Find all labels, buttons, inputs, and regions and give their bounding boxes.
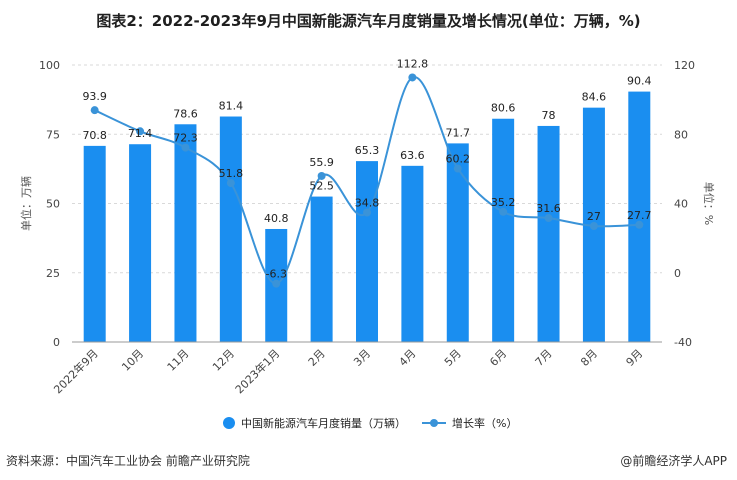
source-note: 资料来源：中国汽车工业协会 前瞻产业研究院	[6, 454, 250, 468]
bar-value-label: 71.4	[128, 127, 153, 140]
x-tick-label: 2023年1月	[232, 346, 282, 396]
bar-value-label: 65.3	[355, 144, 380, 157]
bar-series	[83, 91, 651, 343]
legend-line-dot	[430, 419, 438, 427]
growth-rate-label: 27.7	[627, 209, 652, 222]
x-tick-label: 10月	[119, 347, 146, 374]
growth-rate-point	[317, 171, 326, 180]
bar	[310, 196, 333, 342]
y-right-tick-label: 40	[674, 198, 688, 211]
x-tick-label: 2022年9月	[51, 346, 101, 396]
growth-rate-label: 72.3	[173, 132, 198, 145]
bar-value-label: 78	[542, 109, 556, 122]
growth-rate-label: 112.8	[397, 57, 429, 70]
growth-rate-label: 35.2	[491, 196, 516, 209]
y-right-tick-label: -40	[674, 336, 692, 349]
data-labels: 70.8 71.4 78.6 81.4 40.8 52.5 65.3 63.6 71.7 80.6…	[82, 57, 651, 280]
bar-value-label: 63.6	[400, 149, 425, 162]
growth-rate-point	[408, 73, 417, 82]
bar-value-label: 52.5	[309, 180, 334, 193]
growth-rate-label: 51.8	[219, 167, 244, 180]
x-tick-label: 8月	[578, 347, 600, 369]
bar-value-label: 80.6	[491, 102, 516, 115]
growth-rate-point	[90, 106, 99, 115]
x-tick-label: 12月	[210, 347, 237, 374]
x-tick-label: 3月	[351, 347, 373, 369]
y-left-tick-label: 50	[46, 198, 60, 211]
bar-value-label: 40.8	[264, 212, 289, 225]
x-tick-label: 6月	[487, 347, 509, 369]
bar-value-label: 70.8	[82, 129, 107, 142]
legend: 中国新能源汽车月度销量（万辆） 增长率（%）	[223, 416, 517, 430]
line-series	[90, 73, 644, 288]
y-right-tick-label: 80	[674, 128, 688, 141]
growth-rate-point	[181, 143, 190, 152]
x-tick-label: 9月	[624, 347, 646, 369]
growth-rate-point	[499, 207, 508, 216]
bar	[219, 116, 242, 342]
bar	[83, 145, 106, 342]
growth-rate-label: 27	[587, 210, 601, 223]
bar	[446, 143, 469, 342]
bar	[537, 125, 560, 342]
y-left-tick-label: 100	[39, 59, 60, 72]
growth-rate-point	[544, 214, 553, 223]
growth-rate-point	[453, 164, 462, 173]
y-left-tick-label: 25	[46, 267, 60, 280]
growth-rate-label: 60.2	[446, 153, 471, 166]
bar	[401, 165, 424, 342]
growth-rate-point	[136, 127, 145, 136]
legend-bar-marker	[223, 417, 235, 429]
x-tick-label: 5月	[442, 347, 464, 369]
y-left-axis-label: 单位：万辆	[19, 176, 33, 231]
bar-value-label: 78.6	[173, 107, 198, 120]
growth-rate-label: 34.8	[355, 197, 380, 210]
growth-rate-label: 55.9	[309, 156, 334, 169]
growth-rate-label: -6.3	[265, 268, 286, 281]
y-left-tick-label: 0	[53, 336, 60, 349]
x-tick-label: 4月	[397, 347, 419, 369]
x-tick-label: 11月	[165, 347, 192, 374]
growth-rate-point	[363, 208, 371, 217]
y-right-tick-label: 120	[674, 59, 695, 72]
bar	[174, 124, 197, 342]
bar	[356, 161, 378, 342]
x-tick-label: 7月	[533, 347, 555, 369]
bar-value-label: 84.6	[582, 91, 607, 104]
growth-rate-point	[635, 220, 644, 229]
bar-value-label: 71.7	[446, 126, 471, 139]
growth-rate-point	[589, 222, 598, 231]
bar	[492, 118, 515, 342]
growth-rate-point	[272, 279, 281, 288]
y-right-axis-label: 单位：%	[702, 182, 716, 225]
bar-value-label: 81.4	[219, 100, 244, 113]
x-tick-label: 2月	[306, 347, 328, 369]
growth-rate-label: 93.9	[82, 90, 107, 103]
legend-bar-label: 中国新能源汽车月度销量（万辆）	[241, 416, 406, 430]
y-right-tick-label: 0	[674, 267, 681, 280]
chart-title: 图表2：2022-2023年9月中国新能源汽车月度销量及增长情况(单位：万辆，%…	[96, 12, 641, 30]
bar	[628, 91, 651, 342]
legend-line-label: 增长率（%）	[452, 416, 517, 430]
y-left-tick-label: 75	[46, 128, 60, 141]
credit-note: @前瞻经济学人APP	[620, 454, 727, 468]
bar	[129, 144, 152, 342]
bar-value-label: 90.4	[627, 75, 652, 88]
growth-rate-point	[226, 179, 235, 188]
growth-rate-label: 31.6	[536, 202, 561, 215]
